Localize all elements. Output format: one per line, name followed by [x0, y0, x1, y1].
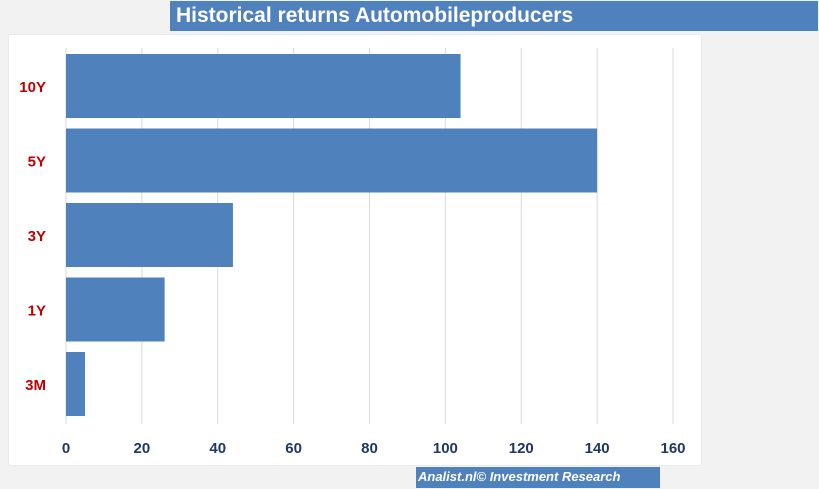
footer-bar: Analist.nl© Investment Research: [416, 467, 660, 488]
category-label: 3M: [25, 377, 46, 394]
bar: [66, 203, 233, 267]
x-tick-label: 40: [209, 440, 226, 457]
x-tick-label: 60: [285, 440, 302, 457]
bars: [66, 54, 598, 416]
x-tick-label: 100: [433, 440, 458, 457]
category-label: 10Y: [19, 79, 46, 96]
category-label: 5Y: [28, 154, 46, 171]
x-axis-tick-labels: 0 20 40 60 80 100 120 140 160: [62, 440, 686, 457]
x-tick-label: 80: [361, 440, 378, 457]
x-tick-label: 0: [62, 440, 70, 457]
x-tick-label: 140: [585, 440, 610, 457]
x-tick-label: 20: [134, 440, 151, 457]
bar: [66, 54, 461, 118]
category-label: 1Y: [28, 303, 46, 320]
category-label: 3Y: [28, 228, 46, 245]
footer-credit: Analist.nl© Investment Research: [418, 469, 621, 484]
x-tick-label: 120: [509, 440, 534, 457]
x-tick-label: 160: [660, 440, 685, 457]
title-bar: Historical returns Automobileproducers: [170, 1, 818, 31]
bar: [66, 352, 85, 416]
chart-title: Historical returns Automobileproducers: [176, 4, 574, 27]
bar: [66, 277, 165, 342]
category-labels: 10Y 5Y 3Y 1Y 3M: [19, 79, 46, 394]
bar: [66, 128, 598, 193]
